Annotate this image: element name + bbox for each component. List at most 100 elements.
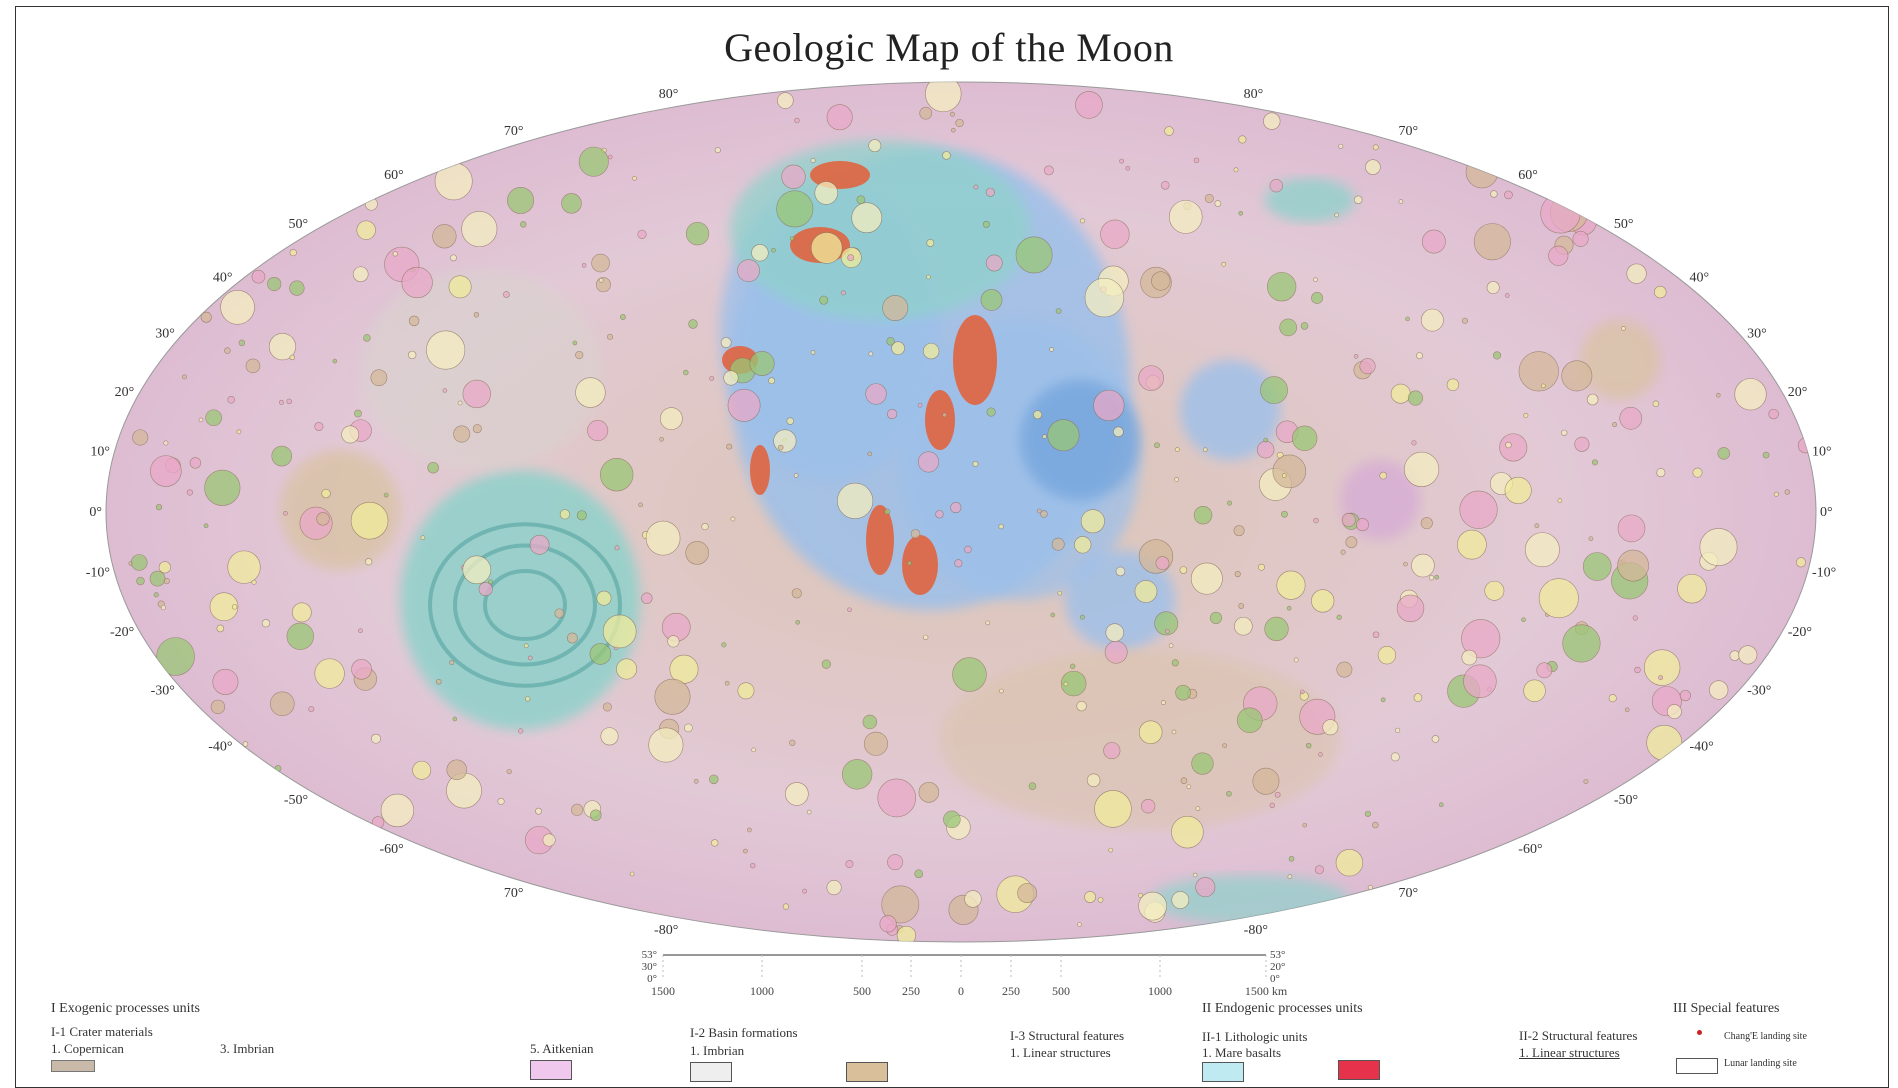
scale-bar: 1500 1000 500 250 0 250 500 1000 1500 km53°30°0°… xyxy=(642,949,1288,998)
crater xyxy=(781,164,806,189)
red-unit xyxy=(925,390,955,450)
crater xyxy=(155,504,163,511)
crater xyxy=(914,869,924,879)
crater xyxy=(791,588,802,599)
crater xyxy=(561,193,582,214)
crater xyxy=(1281,510,1288,518)
crater xyxy=(1105,623,1124,642)
crater xyxy=(964,890,982,908)
crater xyxy=(1079,614,1085,620)
scale-tick-label: 1500 xyxy=(651,984,675,998)
crater xyxy=(1538,578,1579,619)
crater xyxy=(427,461,439,474)
crater xyxy=(529,534,550,555)
crater xyxy=(1632,615,1638,621)
crater xyxy=(1286,605,1292,611)
crater xyxy=(867,451,873,457)
crater xyxy=(478,582,493,597)
crater xyxy=(224,347,231,354)
crater xyxy=(942,151,951,160)
crater xyxy=(602,614,637,649)
crater xyxy=(1617,514,1646,543)
crater xyxy=(802,888,807,894)
crater xyxy=(520,221,527,228)
crater xyxy=(1461,649,1478,666)
crater xyxy=(819,295,829,305)
crater xyxy=(1459,490,1498,529)
crater xyxy=(919,106,933,120)
crater xyxy=(1151,271,1171,291)
crater xyxy=(1134,580,1158,603)
latitude-label-right: -30° xyxy=(1747,684,1771,699)
crater xyxy=(1049,346,1055,352)
crater xyxy=(446,759,468,781)
crater xyxy=(794,117,800,124)
crater xyxy=(862,714,878,730)
scale-lat-label-right: 53° xyxy=(1270,949,1285,961)
crater xyxy=(1709,680,1729,700)
crater xyxy=(1037,508,1042,514)
scale-tick-label: 1500 km xyxy=(1245,984,1288,998)
crater xyxy=(525,696,531,702)
crater xyxy=(1434,574,1440,580)
crater xyxy=(392,251,398,257)
crater xyxy=(1403,451,1440,487)
crater xyxy=(1125,165,1131,171)
crater xyxy=(1226,790,1232,797)
crater xyxy=(918,782,940,803)
crater xyxy=(535,807,542,815)
latitude-label-right: -50° xyxy=(1614,793,1638,808)
crater xyxy=(205,409,222,427)
crater xyxy=(1398,199,1404,204)
crater xyxy=(363,334,371,342)
crater xyxy=(1416,352,1424,360)
crater xyxy=(907,560,912,566)
crater xyxy=(576,510,587,521)
crater xyxy=(935,510,944,519)
crater xyxy=(1104,640,1128,664)
crater xyxy=(270,691,295,717)
crater xyxy=(314,658,345,689)
crater xyxy=(401,266,433,299)
crater xyxy=(607,333,614,340)
crater xyxy=(667,635,680,648)
crater xyxy=(1017,883,1038,904)
crater xyxy=(198,417,204,423)
crater xyxy=(1679,689,1691,702)
latitude-label-right: 0° xyxy=(1820,505,1833,520)
crater xyxy=(1658,675,1664,681)
latitude-label-left: 80° xyxy=(659,87,679,102)
crater xyxy=(1060,670,1087,697)
crater xyxy=(242,741,249,747)
crater xyxy=(1113,426,1124,438)
crater xyxy=(452,716,458,722)
crater xyxy=(1367,884,1373,890)
crater xyxy=(683,369,689,376)
crater xyxy=(709,375,715,381)
crater xyxy=(1302,822,1308,828)
crater xyxy=(1305,742,1312,749)
crater xyxy=(918,451,940,473)
crater xyxy=(204,469,241,506)
crater xyxy=(200,311,212,323)
crater xyxy=(1336,661,1353,678)
crater xyxy=(1193,157,1200,164)
crater xyxy=(711,839,719,847)
crater xyxy=(332,358,338,364)
crater xyxy=(245,358,261,374)
crater xyxy=(1335,849,1364,877)
crater xyxy=(648,727,684,763)
crater xyxy=(826,104,853,131)
crater xyxy=(1608,694,1617,703)
crater xyxy=(408,350,417,360)
legend-structural-features-2: II-2 Structural features xyxy=(1519,1028,1638,1043)
crater xyxy=(1186,784,1192,790)
legend-endogenic-heading: II Endogenic processes units xyxy=(1202,1001,1363,1016)
latitude-label-left: 70° xyxy=(504,886,524,901)
crater xyxy=(1193,505,1213,525)
crater xyxy=(1168,200,1203,234)
crater xyxy=(1377,646,1397,665)
crater xyxy=(1160,180,1170,190)
crater xyxy=(1171,891,1190,909)
